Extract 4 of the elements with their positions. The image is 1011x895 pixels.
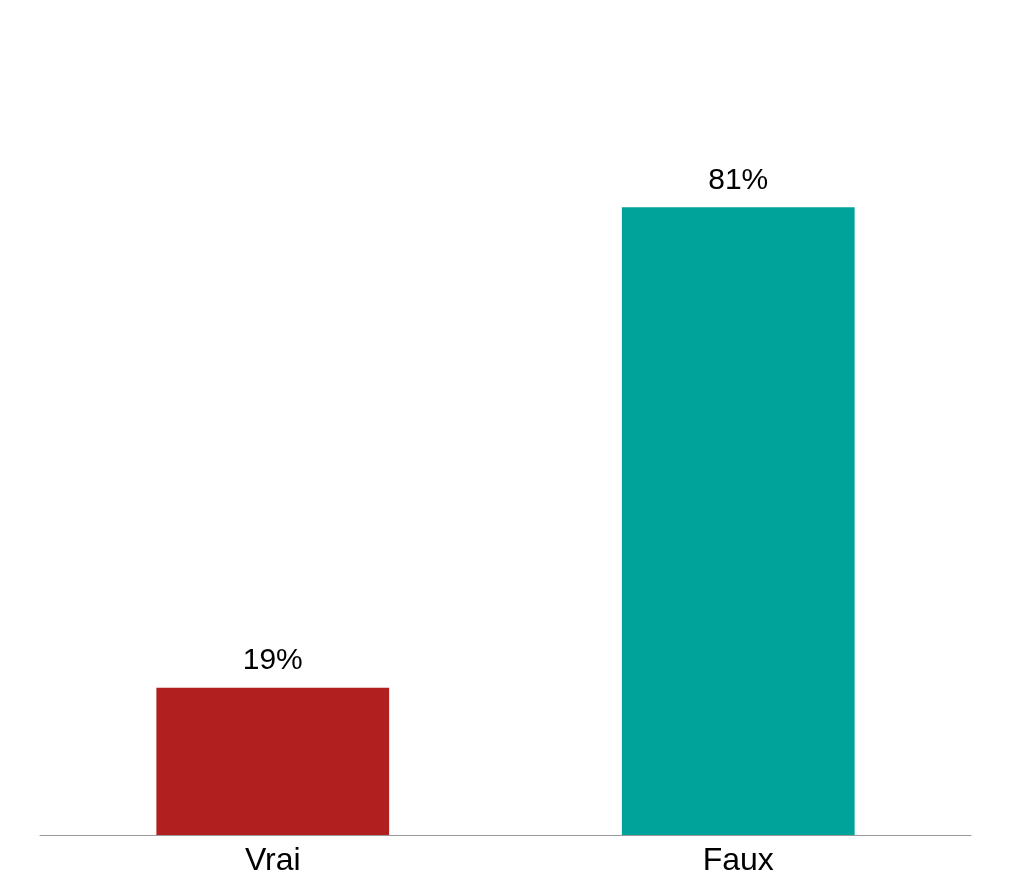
x-tick-label: Faux [702,841,774,877]
x-tick-label: Vrai [244,841,301,877]
data-label: 81% [708,161,769,195]
data-label: 19% [242,642,303,676]
